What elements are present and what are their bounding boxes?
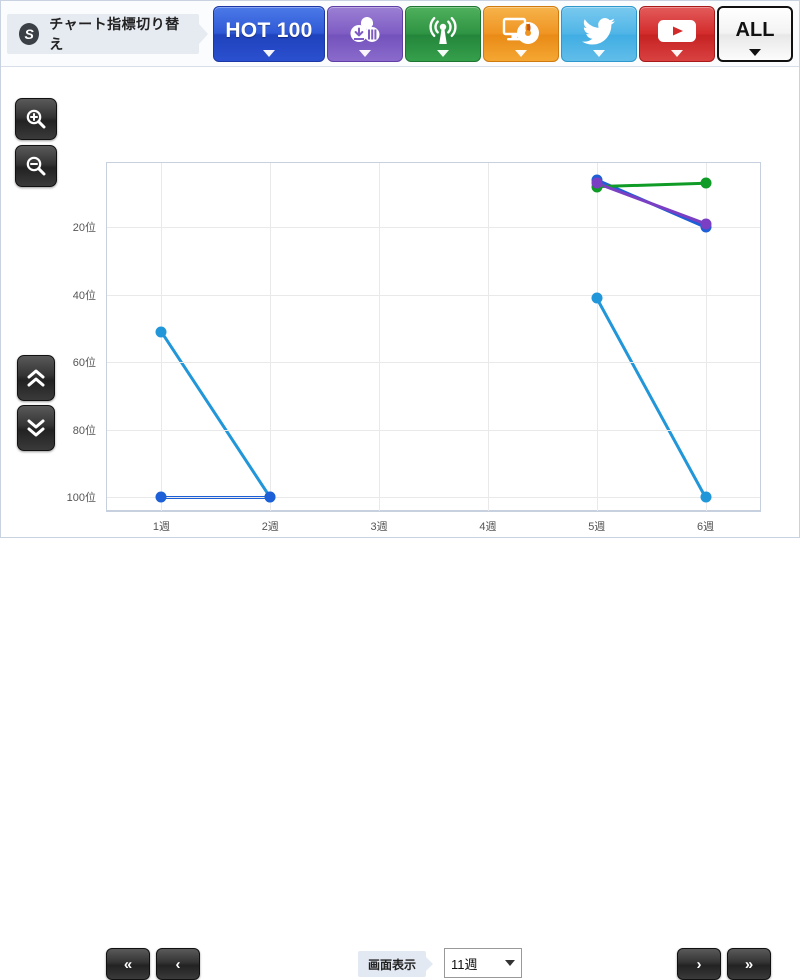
last-page-label: » — [744, 955, 754, 973]
chart-body: 20位 40位 60位 80位 100位 1週 2週 3週 4週 5週 6週 « ‹ 画面表示 11… — [1, 67, 799, 980]
next-page-label: › — [696, 955, 702, 973]
chevron-down-icon — [505, 960, 515, 966]
x-gridline — [487, 163, 489, 511]
series-point[interactable] — [591, 292, 603, 304]
chevron-down-icon — [359, 49, 371, 57]
rank-chart: 20位 40位 60位 80位 100位 1週 2週 3週 4週 5週 6週 — [67, 162, 761, 533]
y-gridline — [107, 227, 760, 229]
x-axis-tick-label: 3週 — [370, 521, 388, 533]
tab-youtube[interactable] — [639, 5, 715, 62]
range-select[interactable]: 11週 — [444, 948, 522, 978]
series-line — [160, 331, 272, 499]
y-axis-tick-label: 100位 — [66, 492, 96, 505]
tab-lookup[interactable] — [483, 5, 559, 62]
x-gridline — [596, 163, 598, 511]
y-axis-tick-label: 40位 — [72, 289, 96, 302]
series-point[interactable] — [155, 326, 167, 338]
tab-all[interactable]: ALL — [717, 5, 793, 62]
series-point[interactable] — [591, 177, 603, 189]
switch-label-text: チャート指標切り替え — [49, 15, 180, 52]
download-sales-icon — [350, 17, 380, 42]
tab-download[interactable] — [327, 5, 403, 62]
next-page-button[interactable]: › — [677, 948, 721, 980]
chart-switch-label: S チャート指標切り替え — [7, 13, 208, 54]
chart-footer: « ‹ 画面表示 11週 › » — [1, 469, 799, 980]
double-chevron-down-icon — [27, 419, 45, 437]
y-gridline — [107, 429, 760, 431]
series-point[interactable] — [700, 218, 712, 230]
y-axis-tick-label: 80位 — [72, 424, 96, 437]
scroll-up-button[interactable] — [17, 355, 55, 401]
prev-page-label: ‹ — [175, 955, 181, 973]
y-axis-tick-label: 60位 — [72, 357, 96, 370]
first-page-button[interactable]: « — [106, 948, 150, 980]
chevron-down-icon — [263, 49, 275, 57]
chevron-down-icon — [437, 49, 449, 57]
magnifier-plus-icon — [26, 109, 46, 129]
range-select-value: 11週 — [451, 956, 478, 972]
y-axis-tick-label: 20位 — [72, 222, 96, 235]
prev-page-button[interactable]: ‹ — [156, 948, 200, 980]
magnifier-minus-icon — [26, 156, 46, 176]
series-line — [596, 181, 706, 189]
metric-tab-group: HOT 100 — [213, 5, 793, 62]
x-gridline — [705, 163, 707, 511]
x-axis-tick-label: 2週 — [261, 521, 279, 533]
chevron-down-icon — [515, 49, 527, 57]
x-axis-tick-label: 5週 — [588, 521, 606, 533]
y-gridline — [107, 497, 760, 499]
chart-metric-toolbar: S チャート指標切り替え HOT 100 — [1, 1, 799, 67]
swap-refresh-icon: S — [19, 22, 40, 45]
tab-hot100-label: HOT 100 — [225, 18, 313, 42]
youtube-play-icon — [658, 20, 696, 42]
x-gridline — [270, 163, 272, 511]
monitor-cd-lookup-icon — [502, 17, 539, 44]
display-range-label: 画面表示 — [358, 951, 434, 977]
series-line — [596, 181, 707, 226]
x-axis-tick-label: 1週 — [152, 521, 170, 533]
zoom-out-button[interactable] — [15, 145, 57, 187]
x-axis-line — [107, 510, 760, 511]
chart-plot-area: 20位 40位 60位 80位 100位 1週 2週 3週 4週 5週 6週 — [67, 163, 760, 533]
chart-series-lines — [160, 178, 707, 499]
tab-radio[interactable] — [405, 5, 481, 62]
last-page-button[interactable]: » — [727, 948, 771, 980]
chevron-down-icon — [593, 49, 605, 57]
first-page-label: « — [123, 955, 133, 973]
radio-airplay-icon — [429, 17, 457, 44]
y-gridline — [107, 294, 760, 296]
scroll-down-button[interactable] — [17, 405, 55, 451]
series-point[interactable] — [264, 491, 276, 503]
x-gridline — [379, 163, 381, 511]
x-axis-tick-label: 4週 — [479, 521, 497, 533]
chevron-down-icon — [749, 48, 761, 56]
series-point[interactable] — [700, 177, 712, 189]
series-point[interactable] — [155, 491, 167, 503]
tab-hot100[interactable]: HOT 100 — [213, 5, 325, 62]
y-gridline — [107, 362, 760, 364]
series-point[interactable] — [700, 491, 712, 503]
twitter-bird-icon — [582, 18, 615, 45]
x-axis-tick-label: 6週 — [697, 521, 715, 533]
tab-all-label: ALL — [735, 19, 775, 41]
series-line — [595, 297, 707, 499]
double-chevron-up-icon — [27, 369, 45, 387]
tab-twitter[interactable] — [561, 5, 637, 62]
zoom-in-button[interactable] — [15, 98, 57, 140]
chevron-down-icon — [671, 49, 683, 57]
